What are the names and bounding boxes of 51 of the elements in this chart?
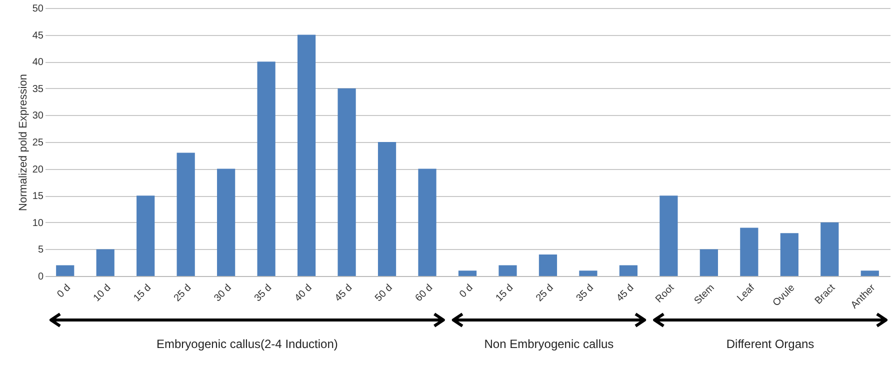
x-tick-label: 0 d: [55, 282, 73, 300]
bar: [176, 152, 195, 276]
x-tick-label: 45 d: [333, 282, 355, 304]
y-tick-label: 5: [38, 244, 44, 256]
y-tick-label: 0: [38, 272, 44, 282]
bar: [96, 249, 114, 276]
bar: [297, 34, 316, 276]
bar: [257, 62, 276, 276]
bar: [740, 228, 758, 276]
x-tick-label: 10 d: [92, 282, 114, 304]
x-tick-label: 25 d: [534, 282, 556, 304]
x-tick-label: 35 d: [574, 282, 596, 304]
x-tick-label: 40 d: [292, 282, 314, 304]
x-tick-label: 0 d: [458, 282, 476, 300]
y-tick-label: 45: [32, 30, 44, 42]
y-tick-label: 50: [32, 4, 44, 14]
x-tick-label: 25 d: [172, 282, 194, 304]
y-tick-label: 30: [32, 110, 44, 122]
bar: [780, 233, 798, 276]
bar: [619, 265, 638, 276]
bar: [820, 222, 839, 276]
x-tick-label: 15 d: [494, 282, 516, 304]
bar: [338, 88, 356, 276]
bar: [498, 265, 517, 276]
bar: [660, 196, 678, 276]
y-tick-label: 20: [32, 164, 44, 176]
x-tick-label: 45 d: [614, 282, 636, 304]
x-tick-label: 60 d: [413, 282, 436, 304]
x-tick-label: 15 d: [132, 282, 154, 304]
bar: [700, 249, 718, 276]
text: Embryogenic callus(2-4 Induction): [155, 337, 339, 351]
text: Non Embryogenic callus: [483, 337, 615, 351]
y-axis-title: Normalized pold Expression: [17, 74, 30, 211]
bar: [136, 196, 155, 276]
text: Different Organs: [725, 337, 816, 351]
x-tick-label: 35 d: [252, 282, 274, 304]
y-tick-label: 25: [32, 138, 44, 148]
bar: [860, 270, 879, 276]
bar: [538, 254, 558, 276]
y-tick-label: 15: [32, 191, 44, 202]
bar: [418, 168, 436, 276]
bar: [458, 270, 477, 276]
x-tick-label: 50 d: [373, 282, 395, 304]
y-tick-label: 40: [32, 57, 44, 68]
bar: [579, 270, 598, 276]
bar: [217, 168, 236, 276]
bar: [56, 265, 74, 276]
bar: [378, 142, 396, 276]
x-tick-label: 30 d: [212, 282, 234, 304]
y-tick-label: 10: [32, 218, 44, 229]
y-tick-label: 35: [32, 84, 44, 95]
